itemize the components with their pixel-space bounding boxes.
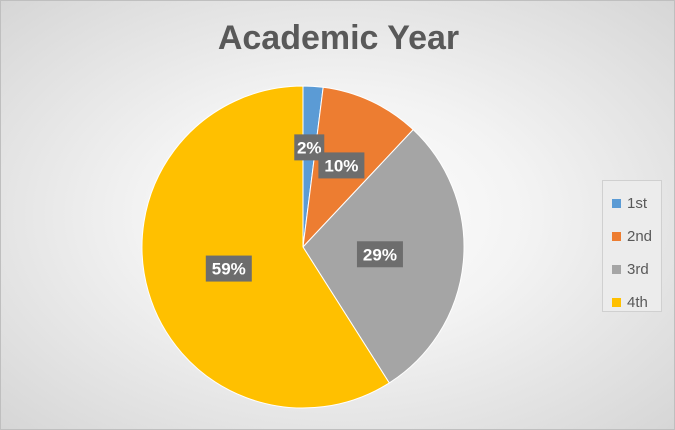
data-label-text-4th: 59% [212, 260, 246, 279]
legend-label-1st: 1st [627, 195, 648, 212]
data-label-3rd: 29% [356, 241, 403, 268]
legend-item-1st: 1st [612, 187, 661, 220]
chart-title: Academic Year [217, 19, 460, 57]
data-label-text-2nd: 10% [324, 156, 358, 175]
legend-swatch-2nd [612, 232, 621, 241]
legend-label-4th: 4th [627, 294, 648, 311]
data-label-box-3rd [356, 241, 403, 268]
legend-label-2nd: 2nd [627, 228, 653, 245]
legend-swatch-4th [612, 298, 621, 307]
data-label-box-4th [205, 255, 252, 282]
legend-item-4th: 4th [612, 286, 661, 319]
legend-item-3rd: 3rd [612, 253, 661, 286]
legend-swatch-1st [612, 199, 621, 208]
data-label-text-3rd: 29% [363, 245, 397, 264]
pie-slice-4th [141, 85, 390, 409]
data-label-2nd: 10% [318, 152, 365, 179]
data-label-4th: 59% [205, 255, 252, 282]
pie-data-labels: 2%10% 29% 59% [205, 134, 403, 282]
legend-label-3rd: 3rd [627, 261, 649, 278]
legend: 1st 2nd 3rd 4th [602, 180, 662, 312]
data-label-text-1st: 2% [297, 138, 322, 157]
legend-swatch-3rd [612, 265, 621, 274]
data-label-box-2nd [318, 152, 365, 179]
legend-item-2nd: 2nd [612, 220, 661, 253]
pie-slices [141, 85, 465, 409]
